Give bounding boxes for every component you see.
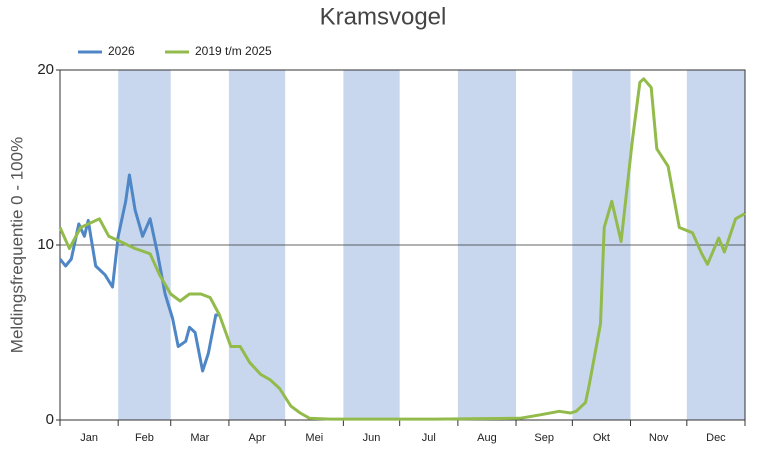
x-tick-label: Okt: [593, 432, 610, 444]
y-tick-label: 10: [37, 236, 54, 253]
series-line: [58, 77, 746, 421]
x-tick-label: Mei: [305, 432, 323, 444]
chart-title: Kramsvogel: [320, 3, 447, 30]
x-tick-label: Jan: [80, 432, 98, 444]
x-tick-label: Sep: [534, 432, 554, 444]
x-tick-label: Feb: [135, 432, 154, 444]
x-tick-label: Dec: [706, 432, 726, 444]
x-tick-label: Jul: [422, 432, 436, 444]
legend-label: 2026: [108, 44, 135, 58]
x-tick-label: Jun: [363, 432, 381, 444]
x-tick-label: Aug: [477, 432, 497, 444]
x-tick-label: Apr: [248, 432, 265, 444]
series-line: [58, 173, 220, 373]
y-tick-label: 0: [46, 411, 54, 428]
x-tick-label: Nov: [649, 432, 669, 444]
y-tick-label: 20: [37, 61, 54, 78]
y-axis-label: Meldingsfrequentie 0 - 100%: [7, 137, 26, 353]
x-tick-label: Mar: [190, 432, 209, 444]
legend-label: 2019 t/m 2025: [195, 44, 272, 58]
